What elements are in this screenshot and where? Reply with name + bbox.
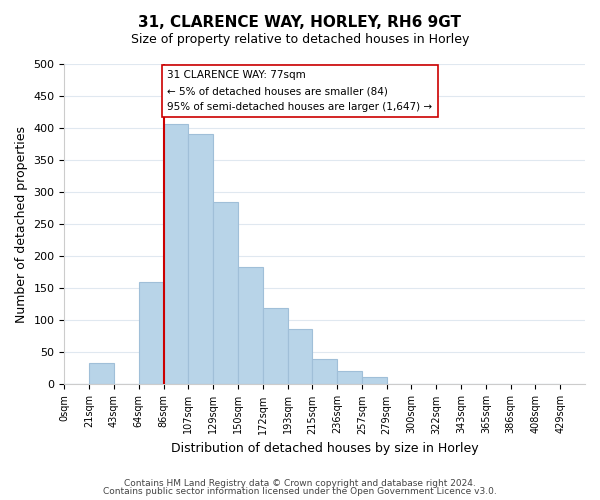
X-axis label: Distribution of detached houses by size in Horley: Distribution of detached houses by size … bbox=[171, 442, 479, 455]
Bar bbox=[139, 282, 164, 384]
Bar bbox=[164, 124, 188, 384]
Text: 31 CLARENCE WAY: 77sqm
← 5% of detached houses are smaller (84)
95% of semi-deta: 31 CLARENCE WAY: 77sqm ← 5% of detached … bbox=[167, 70, 433, 112]
Text: Contains HM Land Registry data © Crown copyright and database right 2024.: Contains HM Land Registry data © Crown c… bbox=[124, 478, 476, 488]
Bar bbox=[263, 308, 287, 384]
Text: 31, CLARENCE WAY, HORLEY, RH6 9GT: 31, CLARENCE WAY, HORLEY, RH6 9GT bbox=[139, 15, 461, 30]
Bar bbox=[213, 202, 238, 384]
Bar bbox=[89, 362, 114, 384]
Bar bbox=[362, 378, 386, 384]
Bar bbox=[188, 134, 213, 384]
Bar bbox=[313, 359, 337, 384]
Bar bbox=[238, 266, 263, 384]
Text: Size of property relative to detached houses in Horley: Size of property relative to detached ho… bbox=[131, 32, 469, 46]
Bar bbox=[337, 371, 362, 384]
Bar bbox=[287, 330, 313, 384]
Text: Contains public sector information licensed under the Open Government Licence v3: Contains public sector information licen… bbox=[103, 487, 497, 496]
Y-axis label: Number of detached properties: Number of detached properties bbox=[15, 126, 28, 322]
